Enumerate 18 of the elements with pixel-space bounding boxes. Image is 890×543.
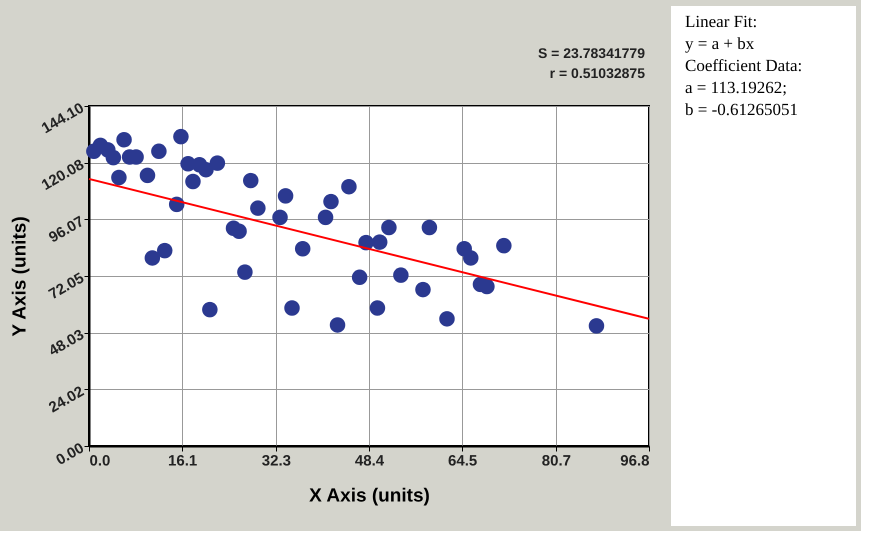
- x-tick-label: 64.5: [448, 452, 478, 470]
- text: b = -0.61265051: [685, 100, 798, 119]
- text: Coefficient Data:: [685, 56, 802, 75]
- x-tick-label: 96.8: [620, 452, 650, 470]
- y-axis-title: Y Axis (units): [9, 216, 30, 337]
- text: r = 0.51032875: [550, 65, 646, 81]
- x-tick-label: 32.3: [262, 452, 291, 470]
- text: S = 23.78341779: [538, 45, 646, 61]
- x-tick-label: 48.4: [354, 452, 385, 470]
- text: a = 113.19262;: [685, 78, 787, 97]
- x-tick-label: 16.1: [168, 452, 198, 470]
- text: Linear Fit:: [685, 12, 758, 31]
- text: y = a + bx: [685, 34, 755, 53]
- x-axis-title: X Axis (units): [309, 486, 430, 506]
- y-tick-label: 0.00: [53, 440, 87, 469]
- y-tick-label: 48.03: [46, 326, 87, 360]
- x-tick-label: 0.0: [90, 452, 110, 470]
- x-tick-label: 80.7: [542, 452, 571, 470]
